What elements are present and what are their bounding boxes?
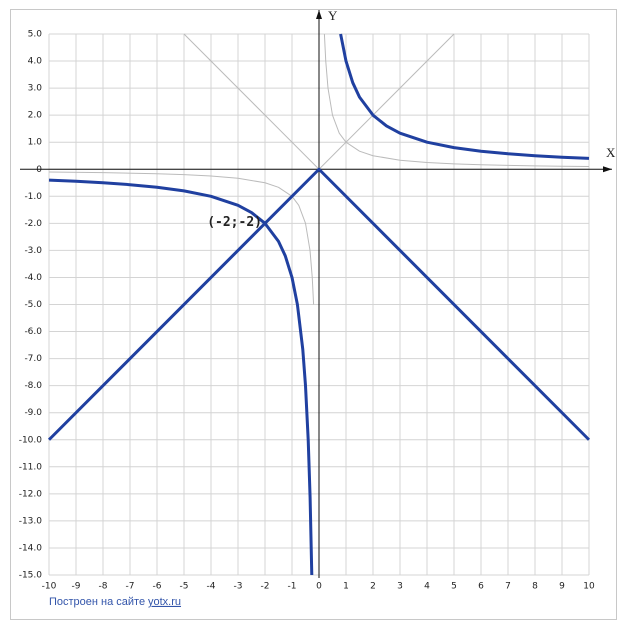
curve	[339, 33, 590, 160]
x-tick-label: -7	[126, 582, 135, 592]
y-axis-arrow	[316, 10, 322, 19]
y-tick-label: -15.0	[19, 571, 43, 581]
x-tick-label: -2	[261, 582, 270, 592]
y-tick-label: -4.0	[24, 273, 42, 283]
y-tick-label: -8.0	[24, 381, 42, 391]
x-tick-label: -10	[42, 582, 57, 592]
y-tick-label: -14.0	[19, 543, 43, 553]
x-tick-label: 8	[532, 582, 538, 592]
y-tick-label: -7.0	[24, 354, 42, 364]
x-tick-label: -8	[99, 582, 108, 592]
x-tick-label: 10	[583, 582, 595, 592]
x-tick-label: 3	[397, 582, 403, 592]
y-axis-label: Y	[328, 8, 338, 23]
footer-text: Построен на сайте	[49, 596, 145, 608]
x-tick-label: -4	[207, 582, 216, 592]
y-tick-label: -12.0	[19, 489, 43, 499]
annotation: (-2;-2)	[207, 215, 262, 230]
x-tick-label: -6	[153, 582, 162, 592]
x-tick-label: 4	[424, 582, 430, 592]
y-tick-label: 2.0	[28, 111, 43, 121]
x-tick-label: -3	[234, 582, 243, 592]
curve	[323, 33, 590, 168]
curve	[48, 178, 314, 576]
y-tick-label: -10.0	[19, 435, 43, 445]
x-axis-label: X	[606, 145, 616, 160]
y-tick-label: -5.0	[24, 300, 42, 310]
y-tick-label: 1.0	[28, 138, 43, 148]
y-tick-label: -3.0	[24, 246, 42, 256]
y-tick-label: -2.0	[24, 219, 42, 229]
x-tick-label: 9	[559, 582, 565, 592]
x-tick-label: -5	[180, 582, 189, 592]
curve	[48, 171, 315, 305]
x-axis-arrow	[603, 166, 612, 173]
y-tick-label: -9.0	[24, 408, 42, 418]
y-tick-label: -11.0	[19, 462, 43, 472]
y-tick-label: -6.0	[24, 327, 42, 337]
footer-link[interactable]: yotx.ru	[148, 596, 181, 608]
y-tick-label: 4.0	[28, 57, 43, 67]
y-tick-label: 3.0	[28, 84, 43, 94]
x-tick-label: 1	[343, 582, 349, 592]
y-tick-label: -1.0	[24, 192, 42, 202]
x-tick-label: -9	[72, 582, 81, 592]
x-tick-label: 0	[316, 582, 322, 592]
x-tick-label: 6	[478, 582, 484, 592]
x-tick-label: 2	[370, 582, 376, 592]
y-tick-label: 5.0	[28, 30, 43, 40]
y-tick-label: -13.0	[19, 516, 43, 526]
x-tick-label: -1	[288, 582, 297, 592]
x-tick-label: 5	[451, 582, 457, 592]
x-tick-label: 7	[505, 582, 511, 592]
curve	[47, 167, 591, 441]
frame	[10, 9, 617, 620]
